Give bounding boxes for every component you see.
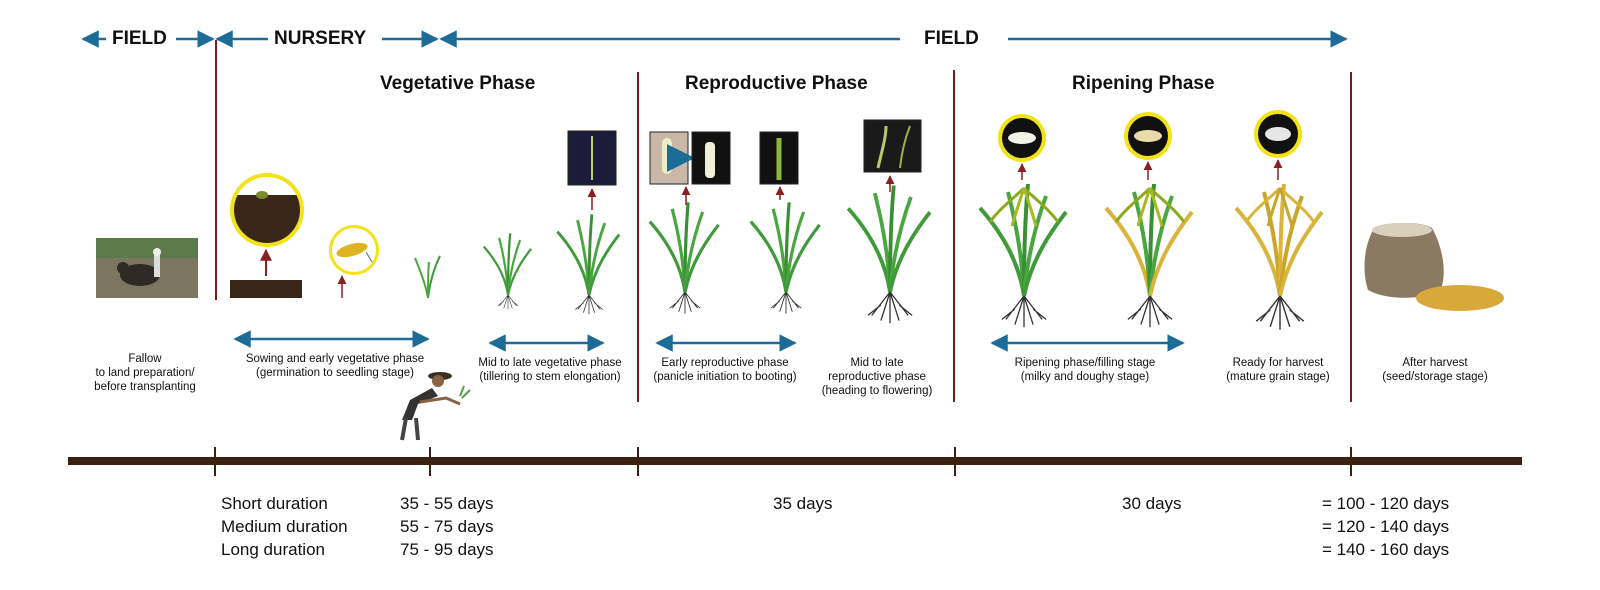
soil-seed-illustration: [230, 173, 304, 298]
stage-label-after-harvest: After harvest (seed/storage stage): [1382, 357, 1488, 383]
top-label-nursery: NURSERY: [270, 28, 371, 50]
phase-title-vegetative: Vegetative Phase: [380, 73, 536, 94]
stage-range-arrows: [233, 330, 1185, 352]
duration-types: Short duration Medium duration Long dura…: [221, 494, 348, 559]
panicle-initiation-plant: [648, 200, 721, 294]
divider-vegetative-reproductive: [637, 72, 639, 402]
milky-stage-plant: [978, 182, 1068, 298]
stage-label-early-reproductive: Early reproductive phase (panicle initia…: [653, 357, 797, 383]
duration-reproductive: 35 days: [773, 494, 833, 513]
top-label-field-main: FIELD: [920, 28, 983, 50]
mature-grain-circle: [1254, 110, 1302, 180]
mature-roots: [1255, 295, 1305, 331]
phase-title-reproductive: Reproductive Phase: [685, 73, 868, 94]
seed-sack-illustration: [1364, 223, 1504, 311]
stage-label-fallow: Fallow to land preparation/ before trans…: [94, 353, 196, 393]
tillering-plant-roots: [497, 294, 519, 310]
divider-ripening-harvest: [1350, 72, 1352, 402]
booting-photo: [759, 131, 799, 200]
divider-field-nursery: [215, 40, 217, 300]
timeline-bar: [68, 447, 1522, 476]
duration-total: = 100 - 120 days = 120 - 140 days = 140 …: [1322, 494, 1450, 559]
doughy-stage-plant: [1104, 183, 1194, 297]
stage-label-ripening-filling: Ripening phase/filling stage (milky and …: [1014, 357, 1156, 383]
stage-label-ready-for-harvest: Ready for harvest (mature grain stage): [1226, 357, 1330, 383]
doughy-grain-circle: [1124, 112, 1172, 180]
farmer-transplanting-illustration: [400, 372, 471, 441]
tillering-plant: [482, 232, 533, 297]
fallow-field-photo: [96, 238, 198, 298]
flowering-photo: [863, 119, 922, 192]
stem-elongation-plant: [555, 212, 621, 297]
stage-label-mid-late-vegetative: Mid to late vegetative phase (tillering …: [478, 357, 622, 383]
duration-ripening: 30 days: [1122, 494, 1182, 513]
flowering-plant: [846, 183, 932, 294]
stage-label-sowing: Sowing and early vegetative phase (germi…: [245, 353, 425, 379]
booting-plant: [749, 200, 822, 294]
seedling-small: [414, 255, 441, 299]
stem-detail-photo: [567, 130, 617, 210]
panicle-initiation-photos: [649, 131, 731, 205]
panicle-initiation-roots: [669, 291, 701, 315]
top-label-field-left: FIELD: [108, 28, 171, 50]
doughy-stage-roots: [1127, 295, 1173, 328]
stem-elongation-roots: [575, 294, 603, 315]
stage-label-mid-late-reproductive: Mid to late reproductive phase (heading …: [821, 357, 933, 397]
phase-title-ripening: Ripening Phase: [1072, 73, 1215, 94]
milky-stage-roots: [1001, 295, 1047, 328]
booting-roots: [770, 291, 802, 315]
milky-grain-circle: [998, 114, 1046, 180]
germinating-seed-illustration: [329, 225, 379, 298]
mature-plant: [1234, 183, 1324, 297]
flowering-roots: [867, 291, 913, 324]
divider-reproductive-ripening: [953, 70, 955, 402]
duration-vegetative: 35 - 55 days 55 - 75 days 75 - 95 days: [400, 494, 494, 559]
